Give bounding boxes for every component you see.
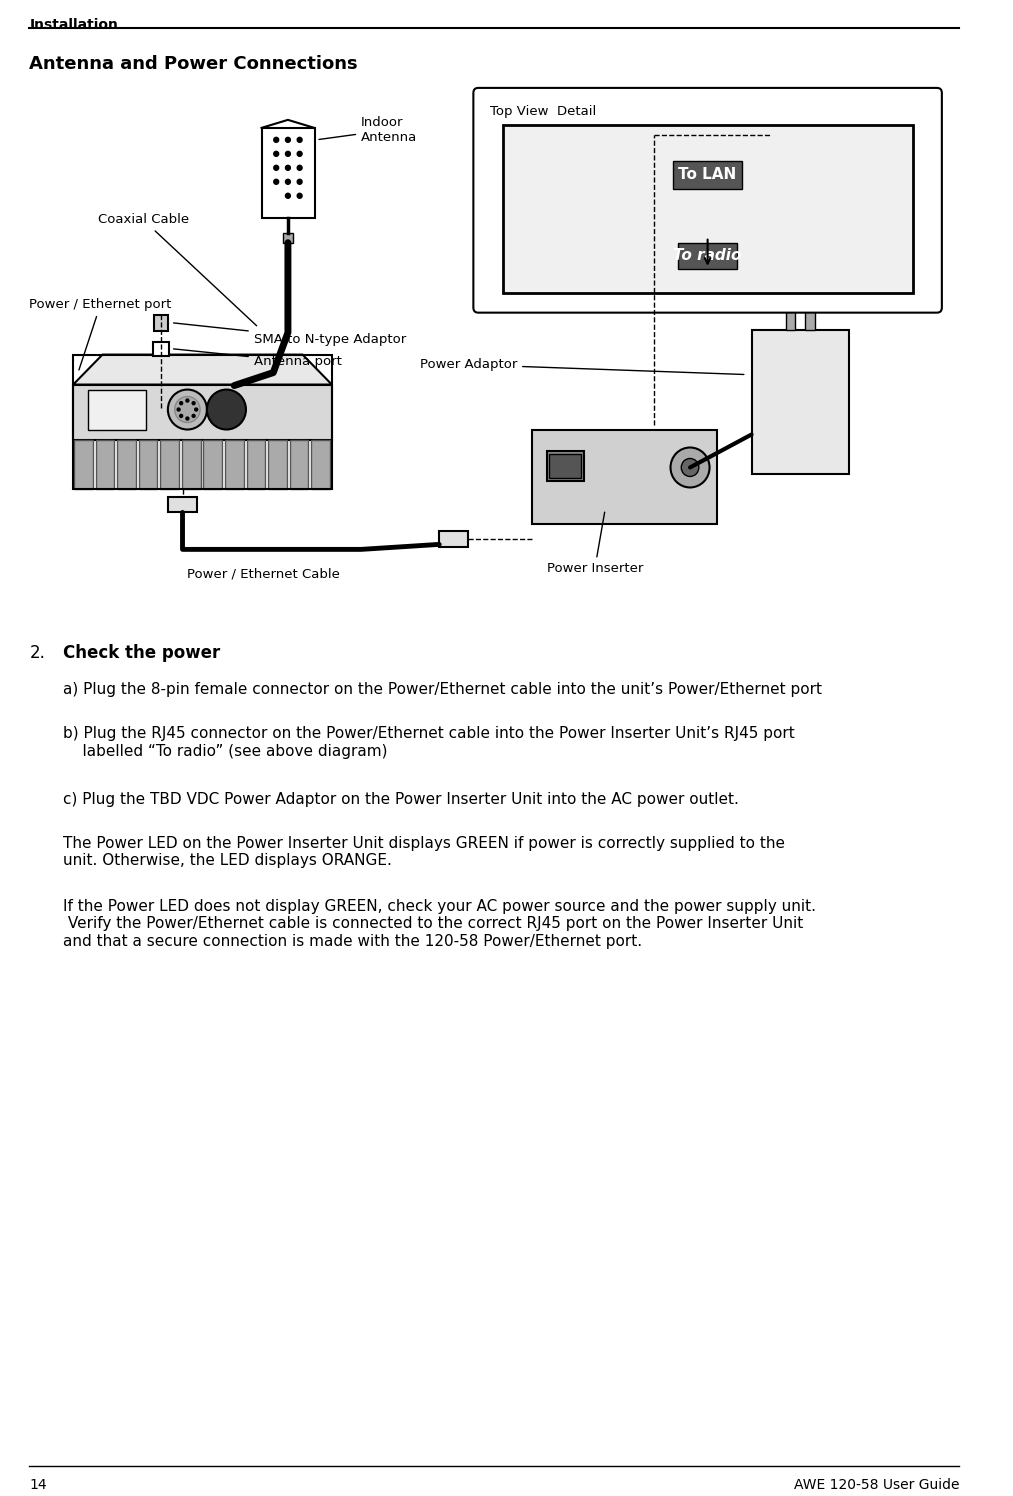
Bar xyxy=(73,355,332,489)
Polygon shape xyxy=(73,384,332,440)
Text: To radio: To radio xyxy=(674,248,742,263)
Text: a) Plug the 8-pin female connector on the Power/Ethernet cable into the unit’s P: a) Plug the 8-pin female connector on th… xyxy=(64,682,823,697)
Text: To LAN: To LAN xyxy=(679,168,736,183)
Text: b) Plug the RJ45 connector on the Power/Ethernet cable into the Power Inserter U: b) Plug the RJ45 connector on the Power/… xyxy=(64,726,795,758)
Bar xyxy=(246,440,265,489)
Circle shape xyxy=(671,447,709,488)
Circle shape xyxy=(207,389,246,429)
Text: Top View  Detail: Top View Detail xyxy=(490,105,597,118)
Bar xyxy=(154,314,168,331)
Bar xyxy=(230,399,238,407)
Circle shape xyxy=(286,193,291,199)
Text: If the Power LED does not display GREEN, check your AC power source and the powe: If the Power LED does not display GREEN,… xyxy=(64,899,816,948)
Bar xyxy=(153,341,169,356)
Circle shape xyxy=(682,458,699,476)
Text: 14: 14 xyxy=(29,1478,47,1493)
Circle shape xyxy=(286,180,291,184)
Text: Indoor
Antenna: Indoor Antenna xyxy=(319,115,417,144)
Text: Antenna port: Antenna port xyxy=(173,349,341,368)
Text: Power Inserter: Power Inserter xyxy=(547,512,643,576)
Circle shape xyxy=(194,408,198,411)
Bar xyxy=(674,160,742,188)
Circle shape xyxy=(186,417,188,420)
Bar xyxy=(268,440,287,489)
Bar xyxy=(204,440,222,489)
Bar xyxy=(168,498,198,513)
Text: Check the power: Check the power xyxy=(64,645,221,663)
Bar xyxy=(549,455,580,479)
Bar xyxy=(440,531,468,548)
Text: The Power LED on the Power Inserter Unit displays GREEN if power is correctly su: The Power LED on the Power Inserter Unit… xyxy=(64,836,785,869)
Bar xyxy=(786,308,795,329)
Bar xyxy=(160,440,179,489)
Text: Antenna and Power Connections: Antenna and Power Connections xyxy=(29,55,358,73)
Bar xyxy=(311,440,330,489)
Bar xyxy=(118,440,136,489)
Polygon shape xyxy=(73,355,332,384)
Bar xyxy=(283,233,293,242)
Bar xyxy=(139,440,157,489)
Circle shape xyxy=(274,166,279,171)
Bar xyxy=(805,308,815,329)
Circle shape xyxy=(174,396,201,422)
Bar xyxy=(502,124,913,293)
Bar xyxy=(182,440,201,489)
Bar xyxy=(225,440,244,489)
Bar xyxy=(547,452,583,482)
Bar xyxy=(228,386,240,399)
Circle shape xyxy=(168,389,207,429)
Text: Power / Ethernet port: Power / Ethernet port xyxy=(29,298,171,370)
Circle shape xyxy=(286,138,291,142)
Bar xyxy=(96,440,114,489)
Circle shape xyxy=(192,402,196,405)
Bar xyxy=(74,440,93,489)
Circle shape xyxy=(286,166,291,171)
Circle shape xyxy=(192,414,196,417)
Text: Power Adaptor: Power Adaptor xyxy=(419,358,744,374)
Circle shape xyxy=(297,151,302,156)
Text: Coaxial Cable: Coaxial Cable xyxy=(97,214,256,326)
Circle shape xyxy=(297,180,302,184)
Circle shape xyxy=(297,138,302,142)
Circle shape xyxy=(179,402,182,405)
Bar xyxy=(532,429,717,525)
Circle shape xyxy=(179,414,182,417)
Circle shape xyxy=(186,399,188,402)
Text: 2.: 2. xyxy=(29,645,46,663)
Bar xyxy=(88,389,147,429)
Circle shape xyxy=(274,180,279,184)
Circle shape xyxy=(297,166,302,171)
Circle shape xyxy=(274,138,279,142)
Circle shape xyxy=(286,151,291,156)
Bar xyxy=(261,127,315,218)
Text: AWE 120-58 User Guide: AWE 120-58 User Guide xyxy=(794,1478,959,1493)
FancyBboxPatch shape xyxy=(473,88,942,313)
Bar xyxy=(679,242,736,269)
Bar xyxy=(752,329,849,474)
Text: c) Plug the TBD VDC Power Adaptor on the Power Inserter Unit into the AC power o: c) Plug the TBD VDC Power Adaptor on the… xyxy=(64,791,739,808)
Text: SMA to N-type Adaptor: SMA to N-type Adaptor xyxy=(173,323,406,346)
Bar xyxy=(290,440,308,489)
Text: Power / Ethernet Cable: Power / Ethernet Cable xyxy=(187,567,340,580)
Text: Installation: Installation xyxy=(29,18,119,31)
Circle shape xyxy=(274,151,279,156)
Circle shape xyxy=(177,408,180,411)
Circle shape xyxy=(297,193,302,199)
